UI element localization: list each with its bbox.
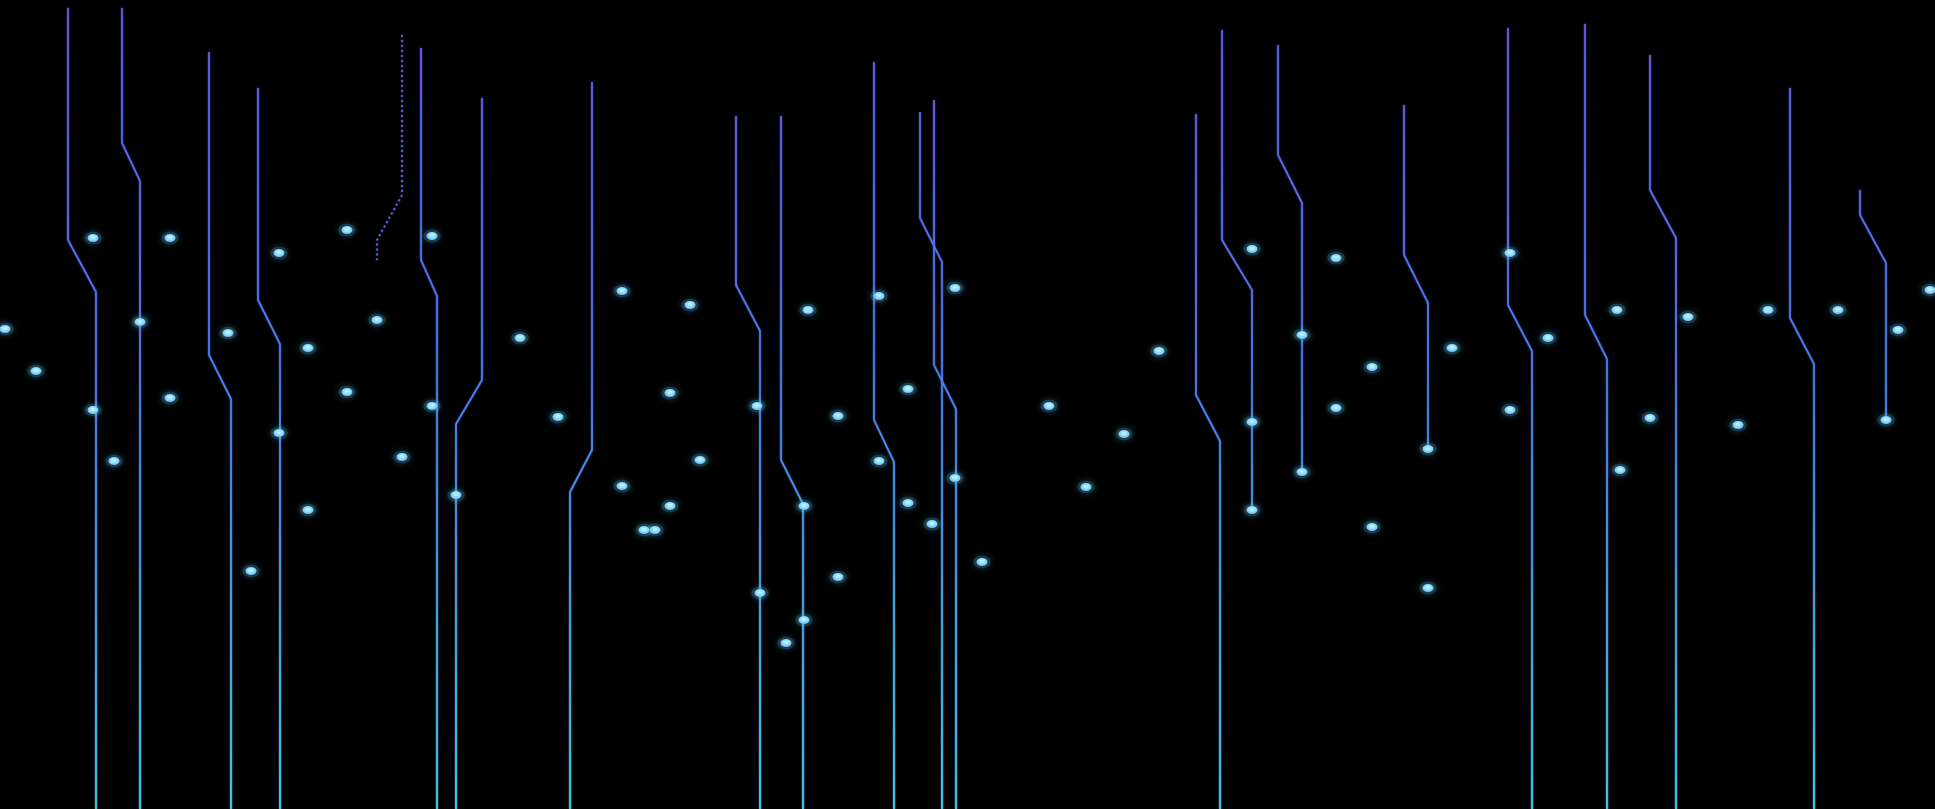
trace-node-dot	[1366, 523, 1378, 531]
circuit-trace	[873, 62, 895, 809]
trace-node-dot	[552, 413, 564, 421]
trace-node-dot	[1446, 344, 1458, 352]
trace-node-dot	[1330, 404, 1342, 412]
circuit-trace	[208, 52, 232, 809]
circuit-trace	[455, 98, 483, 809]
trace-node-dot	[1296, 331, 1308, 339]
trace-node-dot	[1330, 254, 1342, 262]
trace-node-dot	[1043, 402, 1055, 410]
trace-node-dot	[832, 412, 844, 420]
trace-node-dot	[273, 429, 285, 437]
trace-node-dot	[751, 402, 763, 410]
trace-node-dot	[514, 334, 526, 342]
nodes-group	[0, 223, 1935, 650]
trace-node-dot	[341, 388, 353, 396]
trace-node-dot	[1246, 506, 1258, 514]
trace-node-dot	[30, 367, 42, 375]
trace-node-dot	[1080, 483, 1092, 491]
trace-node-dot	[1924, 286, 1935, 294]
trace-node-dot	[0, 325, 11, 333]
trace-node-dot	[902, 499, 914, 507]
trace-node-dot	[1732, 421, 1744, 429]
circuit-trace	[933, 100, 957, 809]
trace-node-dot	[664, 502, 676, 510]
trace-node-dot	[1832, 306, 1844, 314]
trace-node-dot	[1504, 249, 1516, 257]
trace-node-dot	[1762, 306, 1774, 314]
trace-node-dot	[1682, 313, 1694, 321]
trace-node-dot	[1366, 363, 1378, 371]
trace-node-dot	[754, 589, 766, 597]
trace-node-dot	[684, 301, 696, 309]
circuit-trace	[67, 8, 97, 809]
trace-node-dot	[164, 234, 176, 242]
trace-node-dot	[273, 249, 285, 257]
circuit-trace	[257, 88, 281, 809]
trace-node-dot	[1246, 245, 1258, 253]
circuit-trace	[121, 8, 141, 809]
trace-node-dot	[638, 526, 650, 534]
circuit-trace	[1649, 55, 1677, 809]
trace-node-dot	[616, 482, 628, 490]
trace-node-dot	[302, 344, 314, 352]
trace-node-dot	[649, 526, 661, 534]
trace-node-dot	[426, 232, 438, 240]
trace-node-dot	[1542, 334, 1554, 342]
trace-node-dot	[134, 318, 146, 326]
trace-node-dot	[926, 520, 938, 528]
trace-node-dot	[780, 639, 792, 647]
trace-node-dot	[802, 306, 814, 314]
trace-node-dot	[949, 474, 961, 482]
traces-group	[4, 0, 1931, 809]
trace-node-dot	[664, 389, 676, 397]
trace-node-dot	[873, 292, 885, 300]
circuit-trace	[780, 116, 804, 809]
trace-node-dot	[1614, 466, 1626, 474]
trace-node-dot	[1422, 584, 1434, 592]
trace-node-dot	[902, 385, 914, 393]
circuit-trace	[1195, 114, 1221, 809]
circuit-trace	[420, 48, 438, 809]
trace-node-dot	[1422, 445, 1434, 453]
trace-node-dot	[1118, 430, 1130, 438]
trace-node-dot	[371, 316, 383, 324]
trace-node-dot	[798, 616, 810, 624]
circuit-trace	[376, 35, 403, 260]
trace-node-dot	[302, 506, 314, 514]
trace-node-dot	[832, 573, 844, 581]
trace-node-dot	[1296, 468, 1308, 476]
circuit-trace	[1789, 88, 1815, 809]
circuit-trace	[569, 82, 593, 809]
circuit-trace	[1859, 190, 1887, 420]
trace-node-dot	[798, 502, 810, 510]
trace-node-dot	[616, 287, 628, 295]
trace-node-dot	[949, 284, 961, 292]
trace-node-dot	[873, 457, 885, 465]
trace-node-dot	[341, 226, 353, 234]
trace-node-dot	[164, 394, 176, 402]
trace-node-dot	[426, 402, 438, 410]
trace-node-dot	[108, 457, 120, 465]
circuit-trace	[1584, 24, 1608, 809]
trace-node-dot	[1153, 347, 1165, 355]
trace-node-dot	[694, 456, 706, 464]
trace-node-dot	[222, 329, 234, 337]
trace-node-dot	[396, 453, 408, 461]
circuit-trace	[919, 112, 943, 809]
trace-node-dot	[1892, 326, 1904, 334]
trace-node-dot	[450, 491, 462, 499]
trace-node-dot	[1880, 416, 1892, 424]
trace-node-dot	[87, 406, 99, 414]
trace-node-dot	[1504, 406, 1516, 414]
trace-node-dot	[87, 234, 99, 242]
trace-node-dot	[1246, 418, 1258, 426]
circuit-trace	[1507, 28, 1533, 809]
trace-node-dot	[1611, 306, 1623, 314]
trace-node-dot	[245, 567, 257, 575]
trace-node-dot	[1644, 414, 1656, 422]
trace-node-dot	[976, 558, 988, 566]
